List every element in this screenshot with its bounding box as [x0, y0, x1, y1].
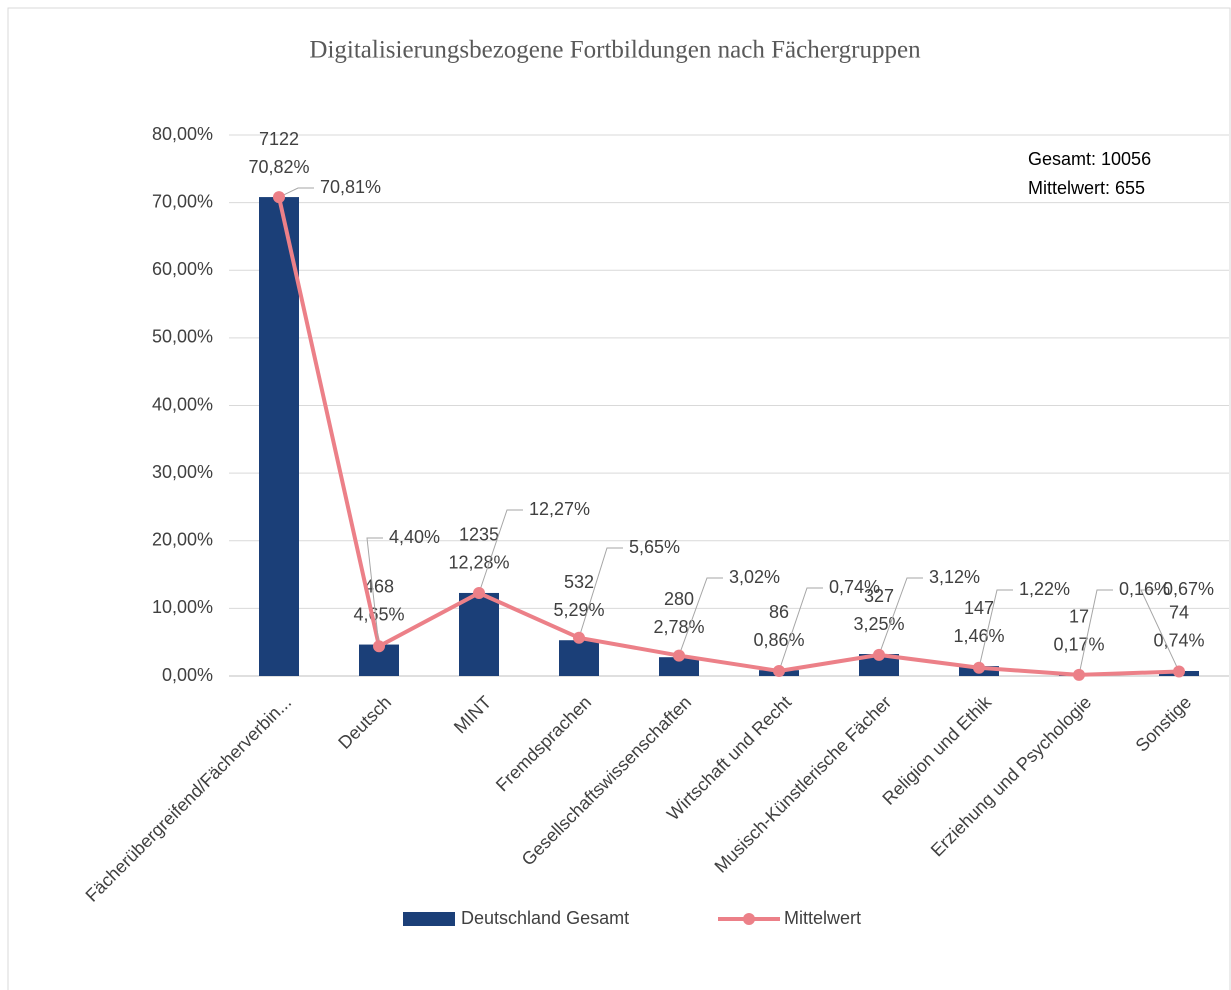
- x-tick-label: Gesellschaftswissenschaften: [518, 692, 696, 870]
- y-tick-label: 80,00%: [152, 124, 213, 144]
- line-marker: [673, 649, 685, 662]
- legend-label: Mittelwert: [784, 908, 861, 928]
- bar: [559, 640, 599, 676]
- legend-swatch: [743, 913, 755, 925]
- bar-count-label: 74: [1169, 603, 1189, 623]
- chart-border: [7, 7, 1231, 990]
- bar: [659, 657, 699, 676]
- bar-count-label: 327: [864, 586, 894, 606]
- line-value-label: 4,40%: [389, 527, 440, 547]
- y-tick-label: 30,00%: [152, 462, 213, 482]
- annotation: Mittelwert: 655: [1028, 178, 1145, 198]
- line-value-label: 1,22%: [1019, 579, 1070, 599]
- x-tick-label: Religion und Ethik: [878, 691, 995, 808]
- bar-value-label: 4,65%: [353, 604, 404, 624]
- leader-line: [978, 589, 1013, 668]
- x-tick-label: Erziehung und Psychologie: [927, 692, 1095, 860]
- line-marker: [1073, 668, 1085, 681]
- line-value-label: 0,74%: [829, 577, 880, 597]
- line-value-label: 0,67%: [1163, 579, 1214, 599]
- leader-line: [678, 577, 723, 656]
- y-tick-label: 70,00%: [152, 191, 213, 211]
- leader-line: [578, 547, 623, 638]
- bar-count-label: 532: [564, 572, 594, 592]
- x-tick-label: Sonstige: [1132, 692, 1196, 756]
- legend-swatch: [403, 912, 455, 926]
- x-tick-label: Fremdsprachen: [492, 692, 595, 795]
- line-marker: [773, 664, 785, 677]
- line-marker: [273, 191, 285, 204]
- bar-value-label: 5,29%: [553, 600, 604, 620]
- line-value-label: 0,16%: [1119, 579, 1170, 599]
- bar-value-label: 1,46%: [953, 626, 1004, 646]
- y-tick-label: 50,00%: [152, 327, 213, 347]
- bar-value-label: 0,17%: [1053, 635, 1104, 655]
- legend-label: Deutschland Gesamt: [461, 908, 629, 928]
- bar-count-label: 86: [769, 602, 789, 622]
- line-value-label: 3,02%: [729, 567, 780, 587]
- y-tick-label: 40,00%: [152, 394, 213, 414]
- line-value-label: 5,65%: [629, 537, 680, 557]
- line-marker: [473, 587, 485, 600]
- line-marker: [1173, 665, 1185, 678]
- bar-count-label: 147: [964, 598, 994, 618]
- leader-line: [478, 509, 523, 594]
- leader-line: [778, 587, 823, 672]
- bar-value-label: 70,82%: [248, 157, 309, 177]
- line-marker: [973, 661, 985, 674]
- bar-count-label: 7122: [259, 129, 299, 149]
- leader-line: [1078, 589, 1113, 676]
- line-value-label: 12,27%: [529, 499, 590, 519]
- x-tick-label: Deutsch: [334, 692, 395, 753]
- x-tick-label: Musisch-Künstlerische Fächer: [711, 692, 896, 877]
- bar-value-label: 3,25%: [853, 614, 904, 634]
- bar-value-label: 2,78%: [653, 617, 704, 637]
- x-tick-label: MINT: [450, 692, 495, 737]
- line-marker: [373, 640, 385, 653]
- line-value-label: 70,81%: [320, 177, 381, 197]
- x-tick-label: Fächerübergreifend/Fächerverbin...: [82, 692, 296, 906]
- bar-count-label: 17: [1069, 607, 1089, 627]
- leader-line: [278, 187, 314, 198]
- y-tick-label: 0,00%: [162, 665, 213, 685]
- line-value-label: 3,12%: [929, 567, 980, 587]
- leader-line: [878, 577, 923, 656]
- line-marker: [873, 648, 885, 661]
- y-tick-label: 10,00%: [152, 597, 213, 617]
- bar-value-label: 0,74%: [1153, 631, 1204, 651]
- chart-title: Digitalisierungsbezogene Fortbildungen n…: [309, 37, 921, 64]
- annotation: Gesamt: 10056: [1028, 149, 1151, 169]
- bar-count-label: 280: [664, 589, 694, 609]
- bar-value-label: 0,86%: [753, 630, 804, 650]
- bar: [459, 592, 499, 676]
- y-tick-label: 20,00%: [152, 530, 213, 550]
- bar-count-label: 1235: [459, 525, 499, 545]
- bar: [859, 654, 899, 676]
- y-tick-label: 60,00%: [152, 259, 213, 279]
- bar-value-label: 12,28%: [448, 553, 509, 573]
- line-marker: [573, 631, 585, 644]
- bar: [259, 197, 299, 676]
- line: [277, 196, 1180, 677]
- leader-line: [366, 537, 383, 647]
- leader-line: [1140, 589, 1180, 672]
